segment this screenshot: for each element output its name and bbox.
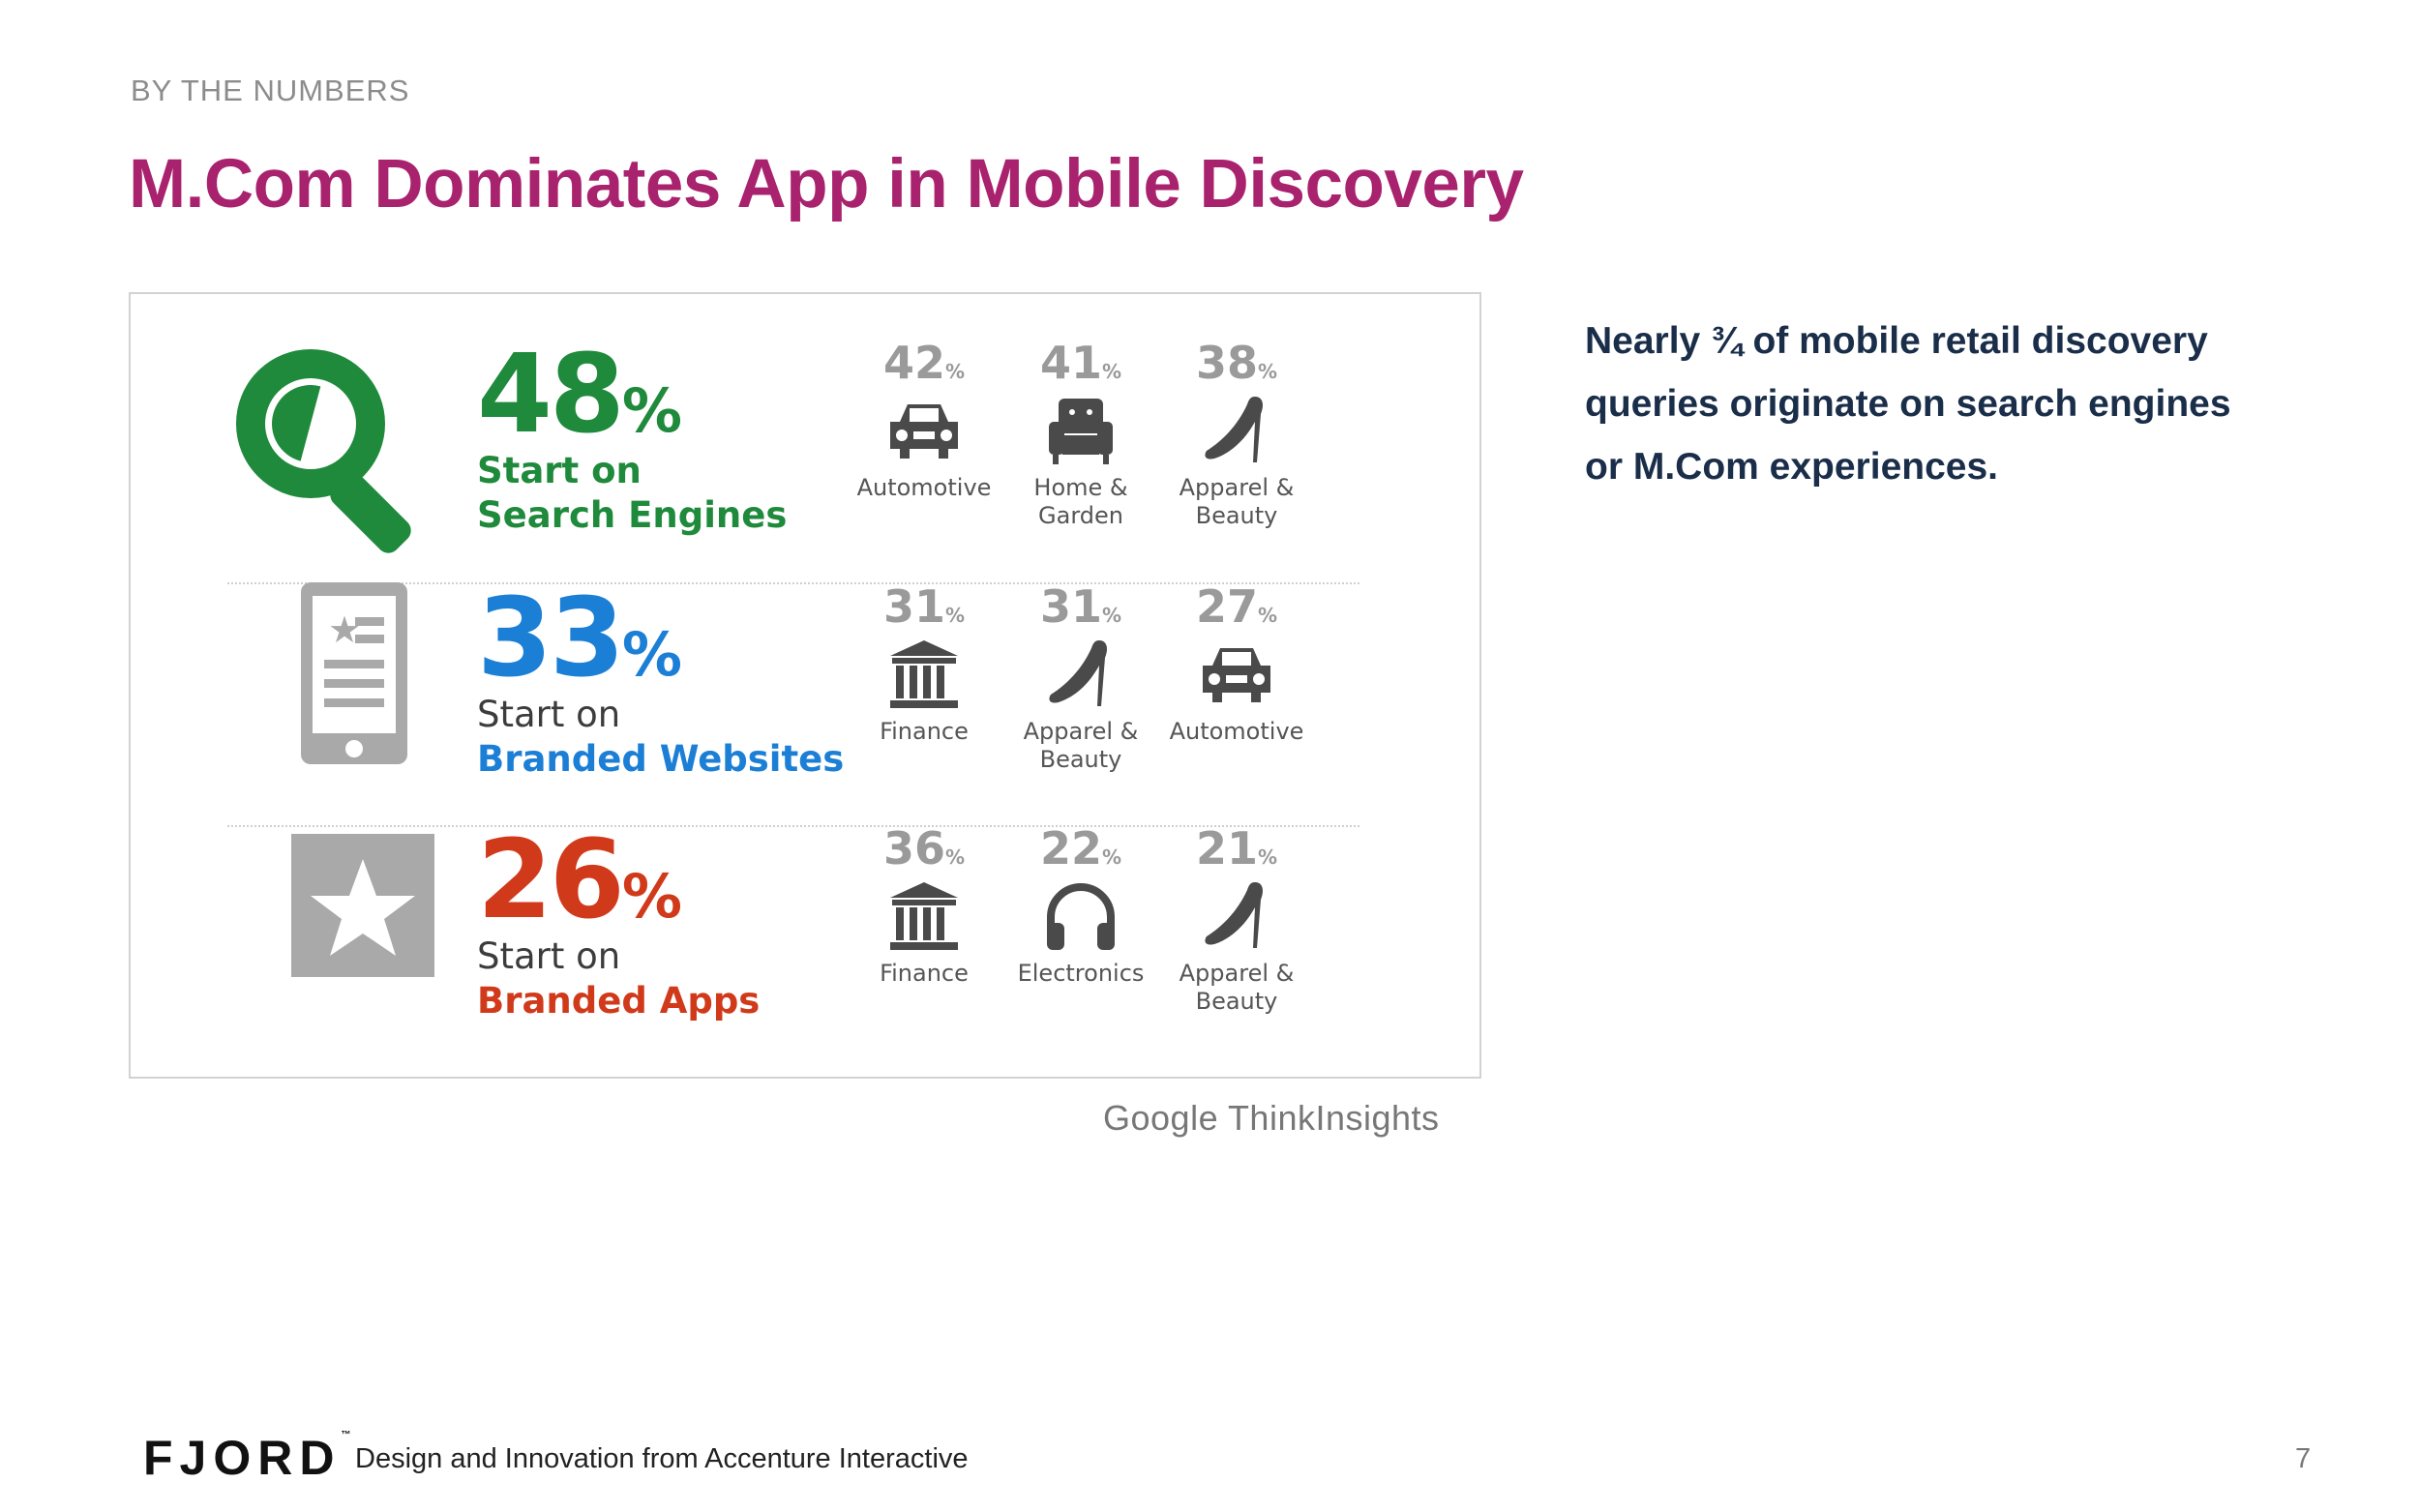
category-finance: 31% Finance: [842, 584, 1006, 746]
high-heel-icon: [1205, 397, 1263, 462]
car-icon: [890, 404, 958, 459]
row-divider: [227, 825, 1359, 827]
category-label: Automotive: [1169, 718, 1304, 745]
percent-value: 26%: [477, 817, 682, 943]
stat-line-2: Branded Apps: [477, 980, 761, 1023]
category-label: Home & Garden: [1033, 474, 1128, 529]
stat-line-1: Start on: [477, 450, 642, 491]
row-divider: [227, 582, 1359, 584]
category-value: 31%: [882, 580, 966, 633]
armchair-icon: [1049, 399, 1113, 464]
category-value: 22%: [1039, 822, 1122, 875]
car-icon: [1203, 648, 1270, 702]
category-apparel-beauty: 21% Apparel & Beauty: [1154, 826, 1319, 1016]
fjord-logo: FJORD™: [143, 1430, 351, 1485]
row-search-engines: 48% Start on Search Engines 42% Automoti…: [131, 341, 1483, 582]
category-value: 41%: [1039, 337, 1122, 389]
magnifier-icon: [236, 349, 411, 553]
row-branded-apps: 26% Start on Branded Apps 36% Finance 22…: [131, 826, 1483, 1068]
category-label: Finance: [880, 960, 969, 987]
category-value: 21%: [1195, 822, 1278, 875]
category-value: 38%: [1195, 337, 1278, 389]
category-home-garden: 41% Home & Garden: [999, 341, 1163, 530]
mobile-website-icon: ★: [301, 582, 407, 764]
infographic-panel: 48% Start on Search Engines 42% Automoti…: [129, 292, 1481, 1079]
eyebrow: BY THE NUMBERS: [131, 74, 410, 107]
stat-line-1: Start on: [477, 694, 621, 735]
row-branded-websites: ★ 33% Start on Branded Websites 31% Fina…: [131, 582, 1483, 826]
category-value: 27%: [1195, 580, 1278, 633]
headphones-icon: [1047, 883, 1115, 950]
stat-line-2: Branded Websites: [477, 738, 845, 781]
stat-line-1: Start on: [477, 935, 621, 977]
high-heel-icon: [1049, 640, 1107, 706]
category-value: 31%: [1039, 580, 1122, 633]
bank-icon: [890, 640, 958, 708]
category-label: Apparel & Beauty: [1179, 474, 1295, 529]
footer-tagline: Design and Innovation from Accenture Int…: [355, 1443, 969, 1474]
app-star-icon: [291, 834, 434, 977]
category-label: Automotive: [856, 474, 992, 501]
category-finance: 36% Finance: [842, 826, 1006, 988]
stat-branded-apps: 26% Start on Branded Apps: [477, 826, 760, 1024]
percent-value: 33%: [477, 576, 682, 701]
category-apparel-beauty: 38% Apparel & Beauty: [1154, 341, 1319, 530]
stat-line-2: Search Engines: [477, 494, 788, 537]
category-value: 36%: [882, 822, 966, 875]
category-electronics: 22% Electronics: [999, 826, 1163, 988]
high-heel-icon: [1205, 882, 1263, 948]
callout-text: Nearly ¾ of mobile retail discovery quer…: [1585, 320, 2231, 488]
stat-search-engines: 48% Start on Search Engines: [477, 341, 787, 539]
category-label: Electronics: [1017, 960, 1145, 987]
category-automotive: 42% Automotive: [842, 341, 1006, 502]
category-automotive: 27% Automotive: [1154, 584, 1319, 746]
page-number: 7: [2295, 1443, 2312, 1474]
stat-branded-websites: 33% Start on Branded Websites: [477, 584, 844, 783]
category-label: Apparel & Beauty: [1023, 718, 1139, 773]
category-label: Apparel & Beauty: [1179, 960, 1295, 1015]
percent-value: 48%: [477, 332, 682, 458]
bank-icon: [890, 882, 958, 950]
svg-text:★: ★: [328, 608, 361, 651]
category-label: Finance: [880, 718, 969, 745]
category-apparel-beauty: 31% Apparel & Beauty: [999, 584, 1163, 774]
source-caption: Google ThinkInsights: [1103, 1098, 1440, 1138]
category-value: 42%: [882, 337, 966, 389]
page-title: M.Com Dominates App in Mobile Discovery: [129, 146, 1524, 222]
